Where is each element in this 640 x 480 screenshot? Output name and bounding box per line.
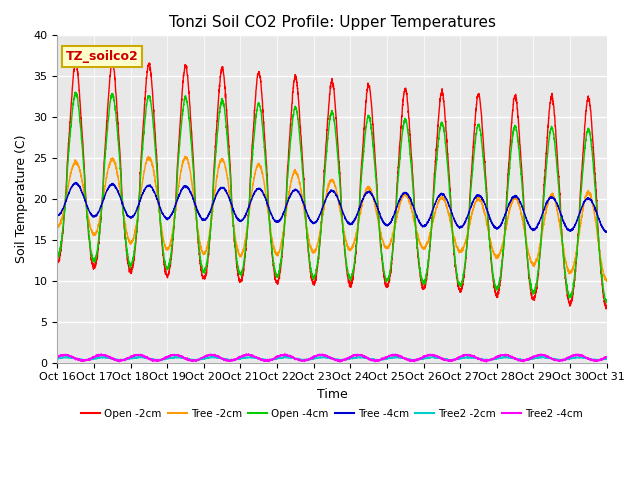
- Open -2cm: [207, 220, 215, 226]
- Tree -4cm: [603, 229, 611, 235]
- Tree2 -2cm: [81, 358, 89, 363]
- Legend: Open -2cm, Tree -2cm, Open -4cm, Tree -4cm, Tree2 -2cm, Tree2 -4cm: Open -2cm, Tree -2cm, Open -4cm, Tree -4…: [77, 405, 587, 423]
- Tree -2cm: [207, 221, 215, 227]
- Tree -4cm: [396, 198, 403, 204]
- Tree -4cm: [551, 196, 559, 202]
- Tree -4cm: [54, 213, 61, 218]
- Line: Tree2 -4cm: Tree2 -4cm: [58, 354, 607, 362]
- Tree2 -4cm: [603, 355, 611, 360]
- Open -4cm: [551, 139, 559, 145]
- Tree -2cm: [396, 203, 403, 209]
- Tree2 -4cm: [172, 352, 179, 358]
- Line: Open -2cm: Open -2cm: [58, 60, 607, 309]
- Tree2 -2cm: [500, 354, 508, 360]
- Open -2cm: [551, 112, 559, 118]
- Tree -4cm: [172, 203, 179, 209]
- Open -2cm: [54, 259, 61, 265]
- Tree -2cm: [181, 154, 189, 159]
- Open -4cm: [72, 89, 79, 95]
- Line: Open -4cm: Open -4cm: [58, 92, 607, 302]
- Open -2cm: [603, 305, 611, 311]
- Tree2 -2cm: [603, 356, 611, 362]
- Text: TZ_soilco2: TZ_soilco2: [66, 50, 138, 63]
- Open -4cm: [603, 297, 611, 302]
- Tree -4cm: [603, 229, 611, 235]
- Open -4cm: [386, 269, 394, 275]
- Tree2 -2cm: [551, 356, 559, 362]
- Open -2cm: [72, 58, 80, 63]
- X-axis label: Time: Time: [317, 388, 348, 401]
- Open -4cm: [54, 253, 61, 259]
- Tree -2cm: [386, 242, 394, 248]
- Tree -2cm: [551, 197, 559, 203]
- Tree2 -2cm: [172, 355, 179, 360]
- Tree -2cm: [602, 277, 610, 283]
- Tree -2cm: [603, 278, 611, 284]
- Line: Tree2 -2cm: Tree2 -2cm: [58, 357, 607, 360]
- Tree2 -2cm: [603, 356, 611, 361]
- Tree2 -2cm: [386, 355, 394, 360]
- Line: Tree -4cm: Tree -4cm: [58, 182, 607, 232]
- Y-axis label: Soil Temperature (C): Soil Temperature (C): [15, 135, 28, 263]
- Tree -2cm: [54, 224, 61, 230]
- Tree2 -4cm: [551, 358, 559, 363]
- Tree -4cm: [386, 221, 394, 227]
- Open -4cm: [207, 221, 215, 227]
- Tree2 -2cm: [396, 355, 403, 360]
- Tree2 -4cm: [207, 351, 214, 357]
- Open -4cm: [396, 165, 403, 170]
- Tree2 -4cm: [54, 354, 61, 360]
- Tree2 -4cm: [336, 359, 344, 365]
- Tree -4cm: [207, 207, 215, 213]
- Tree2 -4cm: [281, 351, 289, 357]
- Tree -2cm: [172, 212, 179, 217]
- Open -2cm: [172, 205, 179, 211]
- Tree2 -4cm: [396, 353, 403, 359]
- Open -2cm: [386, 275, 394, 281]
- Tree -4cm: [72, 180, 79, 185]
- Open -4cm: [602, 300, 610, 305]
- Line: Tree -2cm: Tree -2cm: [58, 156, 607, 281]
- Tree2 -2cm: [54, 356, 61, 361]
- Title: Tonzi Soil CO2 Profile: Upper Temperatures: Tonzi Soil CO2 Profile: Upper Temperatur…: [168, 15, 495, 30]
- Tree2 -4cm: [386, 353, 394, 359]
- Open -4cm: [603, 298, 611, 304]
- Tree2 -2cm: [207, 355, 215, 360]
- Open -2cm: [602, 306, 610, 312]
- Tree2 -4cm: [603, 354, 611, 360]
- Open -2cm: [603, 305, 611, 311]
- Open -2cm: [396, 150, 403, 156]
- Open -4cm: [172, 208, 179, 214]
- Tree -4cm: [602, 229, 610, 235]
